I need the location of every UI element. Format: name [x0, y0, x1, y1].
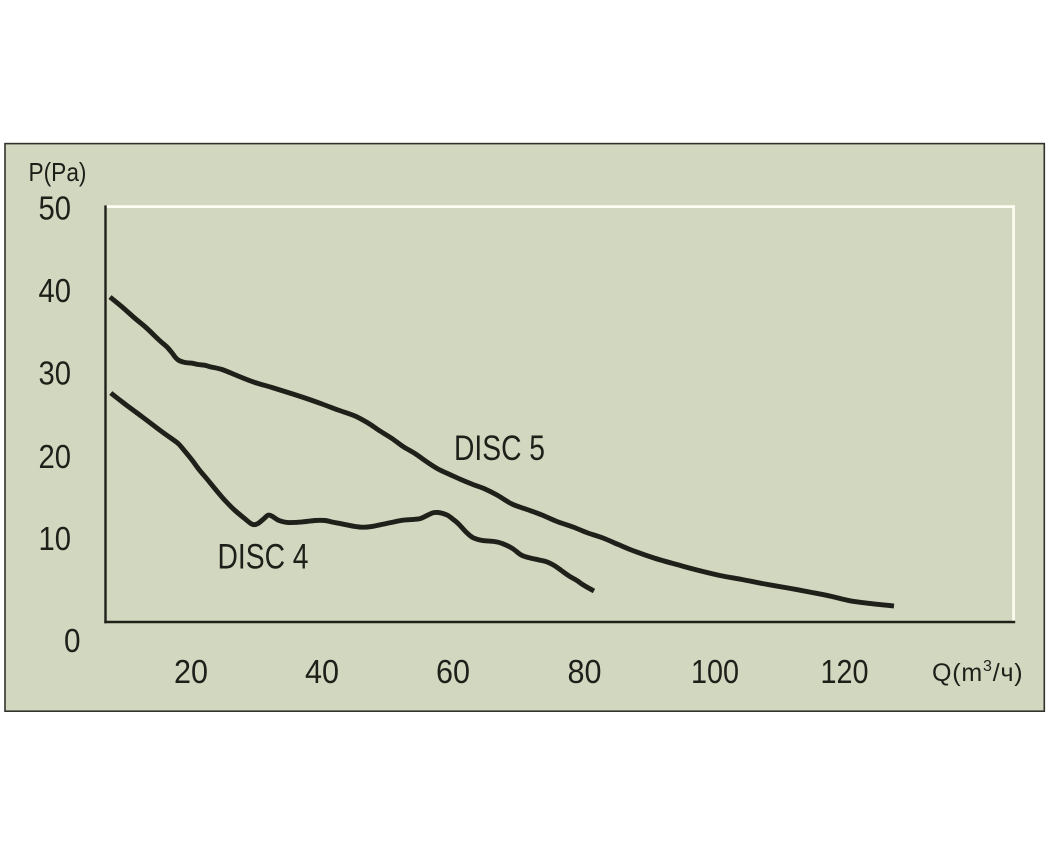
- svg-text:60: 60: [436, 653, 470, 690]
- svg-text:30: 30: [39, 355, 72, 392]
- svg-text:0: 0: [64, 622, 81, 659]
- svg-text:120: 120: [821, 653, 869, 690]
- svg-text:100: 100: [691, 653, 739, 690]
- svg-text:80: 80: [568, 653, 602, 690]
- svg-text:DISC 4: DISC 4: [218, 538, 309, 577]
- svg-text:20: 20: [174, 653, 208, 690]
- svg-text:40: 40: [39, 272, 72, 309]
- svg-text:20: 20: [39, 438, 72, 475]
- svg-text:10: 10: [39, 520, 72, 557]
- svg-text:DISC 5: DISC 5: [454, 429, 545, 468]
- svg-text:50: 50: [39, 190, 72, 227]
- svg-text:Q(m3/ч): Q(m3/ч): [932, 658, 1023, 687]
- svg-text:40: 40: [305, 653, 339, 690]
- svg-text:P(Pa): P(Pa): [29, 157, 87, 187]
